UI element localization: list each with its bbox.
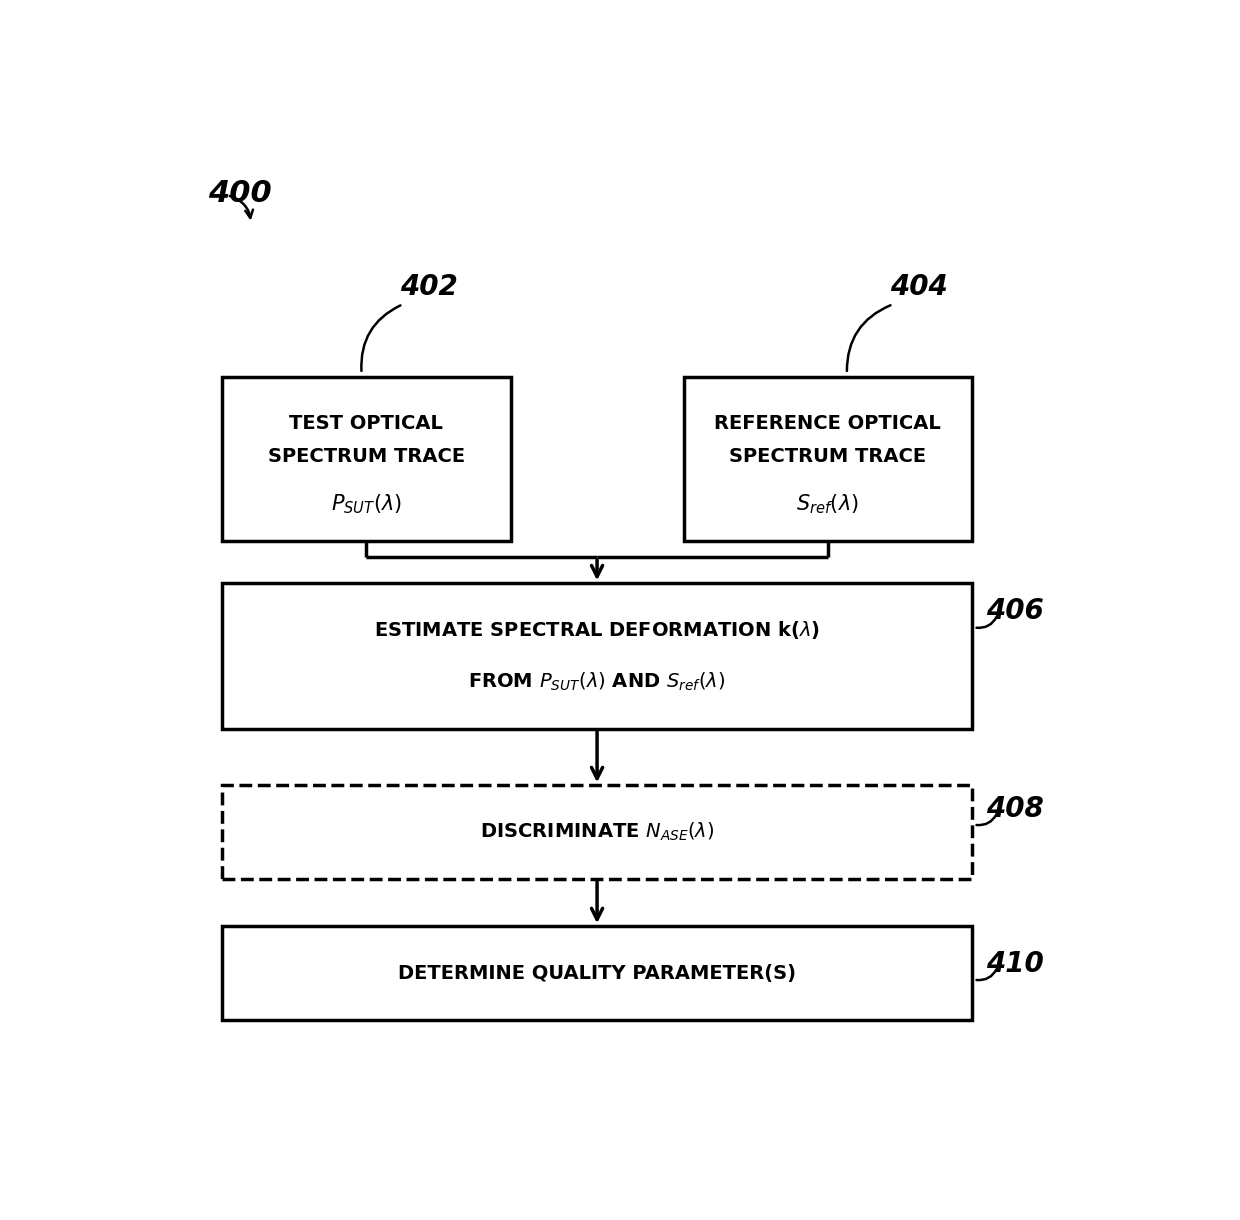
Text: 410: 410 [986, 949, 1044, 977]
Text: DETERMINE QUALITY PARAMETER(S): DETERMINE QUALITY PARAMETER(S) [398, 964, 796, 982]
Text: 406: 406 [986, 598, 1044, 626]
Text: 408: 408 [986, 794, 1044, 822]
Text: 404: 404 [890, 273, 947, 301]
Text: $P_{SUT}(\lambda)$: $P_{SUT}(\lambda)$ [331, 492, 402, 516]
Text: SPECTRUM TRACE: SPECTRUM TRACE [268, 448, 465, 466]
Text: $S_{ref}(\lambda)$: $S_{ref}(\lambda)$ [796, 492, 859, 516]
Text: 400: 400 [208, 179, 272, 209]
Text: ESTIMATE SPECTRAL DEFORMATION k($\lambda$): ESTIMATE SPECTRAL DEFORMATION k($\lambda… [374, 619, 820, 640]
Bar [683, 377, 972, 540]
Bar [222, 583, 972, 728]
Text: FROM $P_{SUT}(\lambda)$ AND $S_{ref}(\lambda)$: FROM $P_{SUT}(\lambda)$ AND $S_{ref}(\la… [469, 671, 725, 693]
Text: DISCRIMINATE $N_{ASE}(\lambda)$: DISCRIMINATE $N_{ASE}(\lambda)$ [480, 821, 714, 843]
Text: REFERENCE OPTICAL: REFERENCE OPTICAL [714, 414, 941, 433]
Bar [222, 786, 972, 880]
Text: SPECTRUM TRACE: SPECTRUM TRACE [729, 448, 926, 466]
Text: 402: 402 [401, 273, 458, 301]
Bar [222, 926, 972, 1020]
Text: TEST OPTICAL: TEST OPTICAL [289, 414, 444, 433]
Bar [222, 377, 511, 540]
